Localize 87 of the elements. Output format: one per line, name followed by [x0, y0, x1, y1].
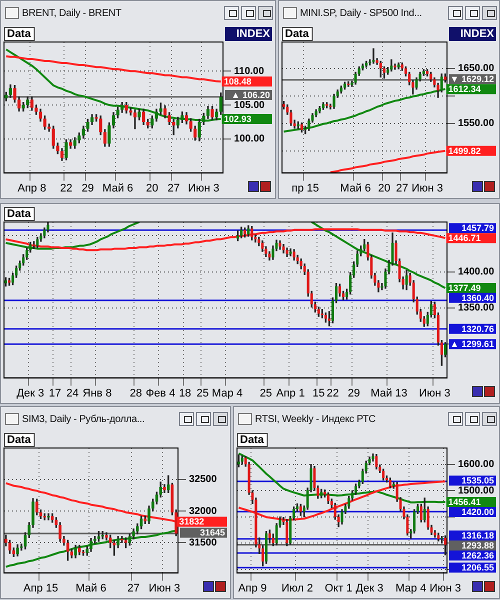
ref-line-label: 1206.55	[461, 562, 494, 573]
x-tick-label: 20	[378, 182, 390, 194]
text: Data	[7, 208, 32, 220]
x-tick-label: 28	[130, 387, 142, 400]
ref-line-label: 1535.05	[461, 476, 494, 486]
x-tick-label: Янв 8	[82, 387, 112, 400]
x-tick-label: 27	[127, 582, 140, 594]
y-tick-label: 1600.00	[458, 459, 495, 470]
x-tick-label: Окт 1	[324, 582, 352, 594]
chart-title: MINI.SP, Daily - SP500 Ind...	[300, 8, 422, 18]
x-tick-label: Май 13	[370, 387, 408, 400]
x-tick-label: 27	[396, 182, 408, 194]
text: Data	[7, 28, 32, 40]
x-tick-label: Май 6	[102, 182, 134, 194]
chart-title: RTSI, Weekly - Индекс РТС	[255, 414, 376, 424]
chart-title: BRENT, Daily - BRENT	[22, 8, 122, 18]
data-label: 1612.34	[448, 84, 481, 94]
x-tick-label: Мар 4	[396, 582, 426, 594]
ref-line-label: 1293.88	[461, 540, 494, 551]
x-tick-label: 29	[82, 182, 94, 194]
y-tick-label: 1650.00	[458, 63, 495, 74]
x-tick-label: Апр 8	[18, 182, 46, 194]
data-label: 1456.41	[448, 497, 481, 507]
x-tick-label: Июн 3	[412, 182, 443, 194]
x-tick-label: 24	[66, 387, 79, 400]
x-tick-label: Июн 3	[430, 582, 461, 594]
x-tick-label: Июн 3	[418, 387, 450, 400]
y-tick-label: 1400.00	[458, 266, 495, 278]
x-tick-label: Апр 1	[276, 387, 305, 400]
text: Data	[285, 28, 310, 40]
x-tick-label: 18	[178, 387, 192, 400]
x-tick-label: Апр 15	[23, 582, 58, 594]
ref-line-label: 1316.18	[461, 530, 494, 541]
x-tick-label: 20	[146, 182, 158, 194]
ref-line-label: ▲ 1299.61	[450, 339, 494, 350]
x-tick-label: Фев 4	[146, 387, 176, 400]
x-tick-label: Июл 2	[281, 582, 314, 594]
ref-line-label: 1262.36	[461, 550, 494, 561]
x-tick-label: 25	[196, 387, 209, 400]
data-label: 102.93	[224, 114, 252, 124]
candlestick	[326, 492, 330, 504]
data-label: 1446.71	[448, 233, 481, 244]
data-label: 108.48	[224, 76, 252, 86]
y-tick-label: 32000	[189, 506, 218, 517]
candlestick	[47, 513, 50, 520]
x-tick-label: Май 6	[340, 182, 371, 194]
x-tick-label: 27	[167, 182, 180, 194]
candlestick	[133, 109, 137, 130]
x-tick-label: 15	[312, 387, 325, 400]
x-tick-label: Июн 3	[148, 582, 180, 594]
y-tick-label: 1500.00	[458, 485, 495, 496]
text: Data	[7, 434, 32, 446]
ref-line-label: 1320.76	[461, 324, 494, 334]
x-tick-label: Май 6	[76, 582, 106, 594]
x-tick-label: 17	[48, 387, 62, 400]
text: Data	[240, 434, 265, 446]
text: INDEX	[460, 28, 495, 40]
x-tick-label: Апр 9	[238, 582, 267, 594]
y-tick-label: 100.00	[234, 134, 266, 145]
ref-line-label: ▼ 1629.12	[450, 74, 494, 84]
y-tick-label: 1550.00	[458, 118, 495, 130]
text: INDEX	[236, 28, 271, 40]
y-tick-label: 110.00	[234, 66, 264, 77]
data-label: 31832	[179, 516, 204, 527]
x-tick-label: Мар 4	[212, 387, 243, 400]
ref-line-label: 1360.40	[461, 292, 494, 303]
x-tick-label: Дек 3	[356, 582, 384, 594]
y-tick-label: 105.00	[234, 100, 266, 111]
x-tick-label: 22	[326, 387, 339, 400]
x-tick-label: пр 15	[292, 182, 320, 194]
y-tick-label: 32500	[189, 474, 218, 486]
ref-line-label: 31645	[200, 528, 225, 538]
x-tick-label: 22	[60, 182, 72, 194]
candlestick	[265, 530, 268, 564]
x-tick-label: 29	[348, 387, 360, 400]
data-label: 1499.82	[448, 146, 481, 156]
ref-line-label: ▲ 106.20	[231, 90, 270, 100]
x-tick-label: Июн 3	[188, 182, 220, 194]
ref-line-label: 1420.00	[461, 507, 494, 517]
x-tick-label: 25	[260, 387, 272, 400]
y-tick-label: 1350.00	[458, 302, 495, 314]
ref-line-label: 1457.79	[461, 223, 494, 234]
x-tick-label: Дек 3	[16, 387, 44, 400]
chart-title: SIM3, Daily - Рубль-долла...	[22, 414, 145, 424]
candlestick	[372, 48, 375, 64]
y-tick-label: 31500	[189, 537, 218, 548]
data-label: 1377.49	[448, 282, 481, 293]
